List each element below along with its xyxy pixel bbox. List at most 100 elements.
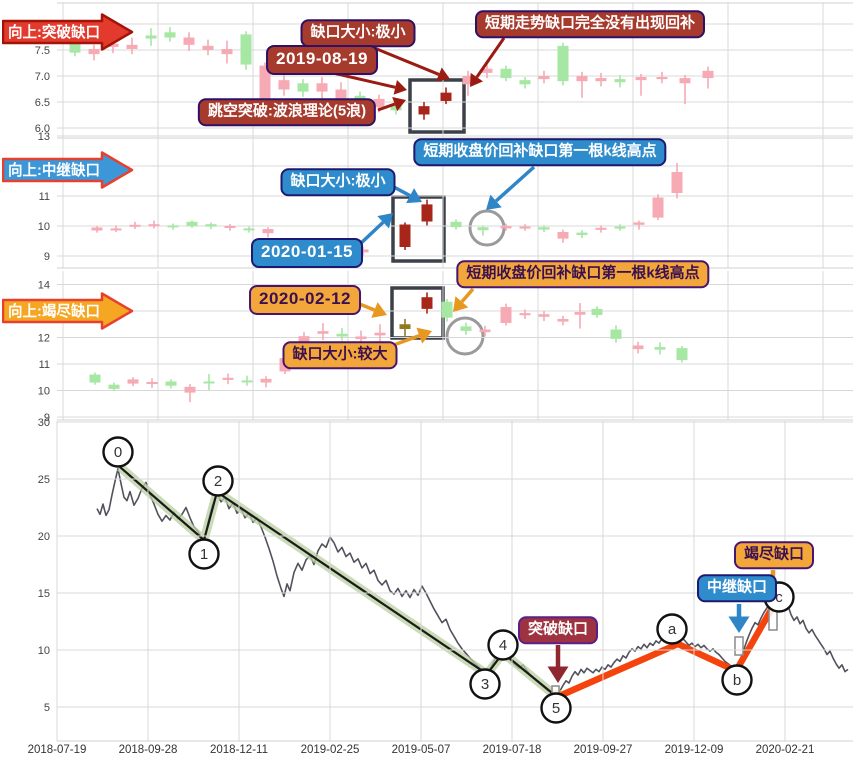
candle bbox=[355, 336, 367, 340]
candle bbox=[221, 48, 233, 55]
tick-label: 3 bbox=[481, 676, 489, 693]
tick-label: 9 bbox=[44, 412, 50, 424]
tick-label: 2018-07-19 bbox=[28, 744, 87, 756]
candle bbox=[399, 324, 411, 330]
candle bbox=[632, 345, 644, 350]
candle bbox=[576, 76, 588, 82]
wave-circle-0 bbox=[102, 436, 134, 468]
tick-label: 2020-02-21 bbox=[756, 744, 815, 756]
panel-3: 2018-07-19 2018-09-28 2018-12-11 2019-02-25… bbox=[28, 463, 849, 756]
banner-exhaustion-label: 向上:竭尽缺口 bbox=[8, 302, 100, 320]
candle bbox=[335, 89, 347, 99]
annotation-arrow bbox=[393, 80, 407, 95]
tick-label: 2019-09-27 bbox=[574, 744, 633, 756]
annotation-arrow bbox=[547, 666, 569, 683]
candle bbox=[635, 77, 647, 81]
wave-circle-b bbox=[721, 664, 753, 696]
gap-marker bbox=[734, 636, 744, 656]
annotation-arrow bbox=[392, 96, 406, 112]
tick-label: 5 bbox=[552, 700, 560, 717]
candle bbox=[440, 92, 452, 101]
candle bbox=[186, 221, 198, 226]
panel-1-arrows bbox=[357, 165, 536, 247]
candle bbox=[477, 227, 489, 231]
panel-1-grid: 910111213 bbox=[38, 131, 853, 269]
candle bbox=[441, 301, 453, 318]
candle bbox=[319, 251, 331, 255]
tick-label: 14 bbox=[38, 280, 50, 292]
panel-0 bbox=[408, 78, 466, 134]
candle bbox=[614, 79, 626, 83]
candle bbox=[576, 232, 588, 235]
candle bbox=[500, 307, 512, 323]
panel-0-arrows bbox=[332, 37, 506, 112]
panel-2-grid: 91011121314 bbox=[38, 271, 853, 424]
candle bbox=[614, 226, 626, 229]
candle bbox=[145, 35, 157, 39]
candle bbox=[279, 358, 291, 372]
wave-circle-a bbox=[656, 613, 688, 645]
tick-label: a bbox=[668, 621, 677, 638]
tick-label: 12 bbox=[38, 333, 50, 345]
candle bbox=[679, 78, 691, 84]
tick-label: c bbox=[775, 589, 783, 606]
gap-highlight-box bbox=[408, 78, 466, 134]
candle bbox=[297, 83, 309, 92]
candle bbox=[538, 314, 550, 317]
tick-label: 1 bbox=[200, 546, 208, 563]
tick-label: 6.0 bbox=[35, 123, 50, 135]
candle bbox=[202, 45, 214, 50]
panel-2-arrows bbox=[356, 287, 475, 348]
banner-continuation-gap: 向上:中继缺口 bbox=[2, 151, 134, 189]
annotation-arrow bbox=[470, 72, 484, 87]
candle bbox=[538, 227, 550, 230]
candle bbox=[676, 348, 688, 361]
candle bbox=[462, 76, 474, 85]
candle bbox=[460, 326, 472, 331]
tick-label: 15 bbox=[38, 588, 50, 600]
candle bbox=[183, 37, 195, 45]
candle bbox=[91, 227, 103, 231]
candle bbox=[222, 377, 234, 380]
annotation-arrow bbox=[486, 194, 502, 210]
candle bbox=[421, 204, 433, 222]
tick-label: 4 bbox=[499, 637, 507, 654]
candle bbox=[574, 312, 586, 315]
tick-label: 10 bbox=[38, 386, 50, 398]
wave-labels: 0 1 2 3 4 5 a b c bbox=[102, 436, 795, 724]
candle bbox=[654, 347, 666, 350]
candle bbox=[519, 80, 531, 85]
tick-label: 2019-12-09 bbox=[665, 744, 724, 756]
candle bbox=[633, 222, 645, 225]
candle bbox=[107, 43, 119, 47]
candle bbox=[336, 333, 348, 337]
candle bbox=[481, 68, 493, 73]
candle bbox=[260, 378, 272, 383]
candle bbox=[300, 250, 312, 253]
tick-label: b bbox=[733, 672, 741, 689]
candle bbox=[652, 197, 664, 218]
candle bbox=[557, 45, 569, 82]
candle bbox=[317, 331, 329, 334]
tick-label: 11 bbox=[39, 191, 50, 203]
candle bbox=[278, 80, 290, 90]
banner-breakaway-label: 向上:突破缺口 bbox=[8, 23, 100, 41]
banner-arrow-shape bbox=[2, 151, 134, 189]
candle bbox=[262, 229, 274, 234]
corrective-wave-line bbox=[553, 599, 779, 701]
tick-label: 30 bbox=[38, 417, 50, 429]
candle bbox=[165, 381, 177, 386]
candle bbox=[259, 65, 271, 106]
annotation-arrow bbox=[728, 616, 750, 633]
tick-label: 10 bbox=[38, 221, 50, 233]
fill-point-circle bbox=[445, 316, 485, 356]
candle bbox=[241, 380, 253, 383]
wave-circle-3 bbox=[469, 668, 501, 700]
candle bbox=[240, 34, 252, 65]
candle bbox=[374, 332, 386, 336]
annotation-arrow bbox=[453, 296, 469, 312]
candle bbox=[421, 297, 433, 309]
candle bbox=[702, 70, 714, 79]
